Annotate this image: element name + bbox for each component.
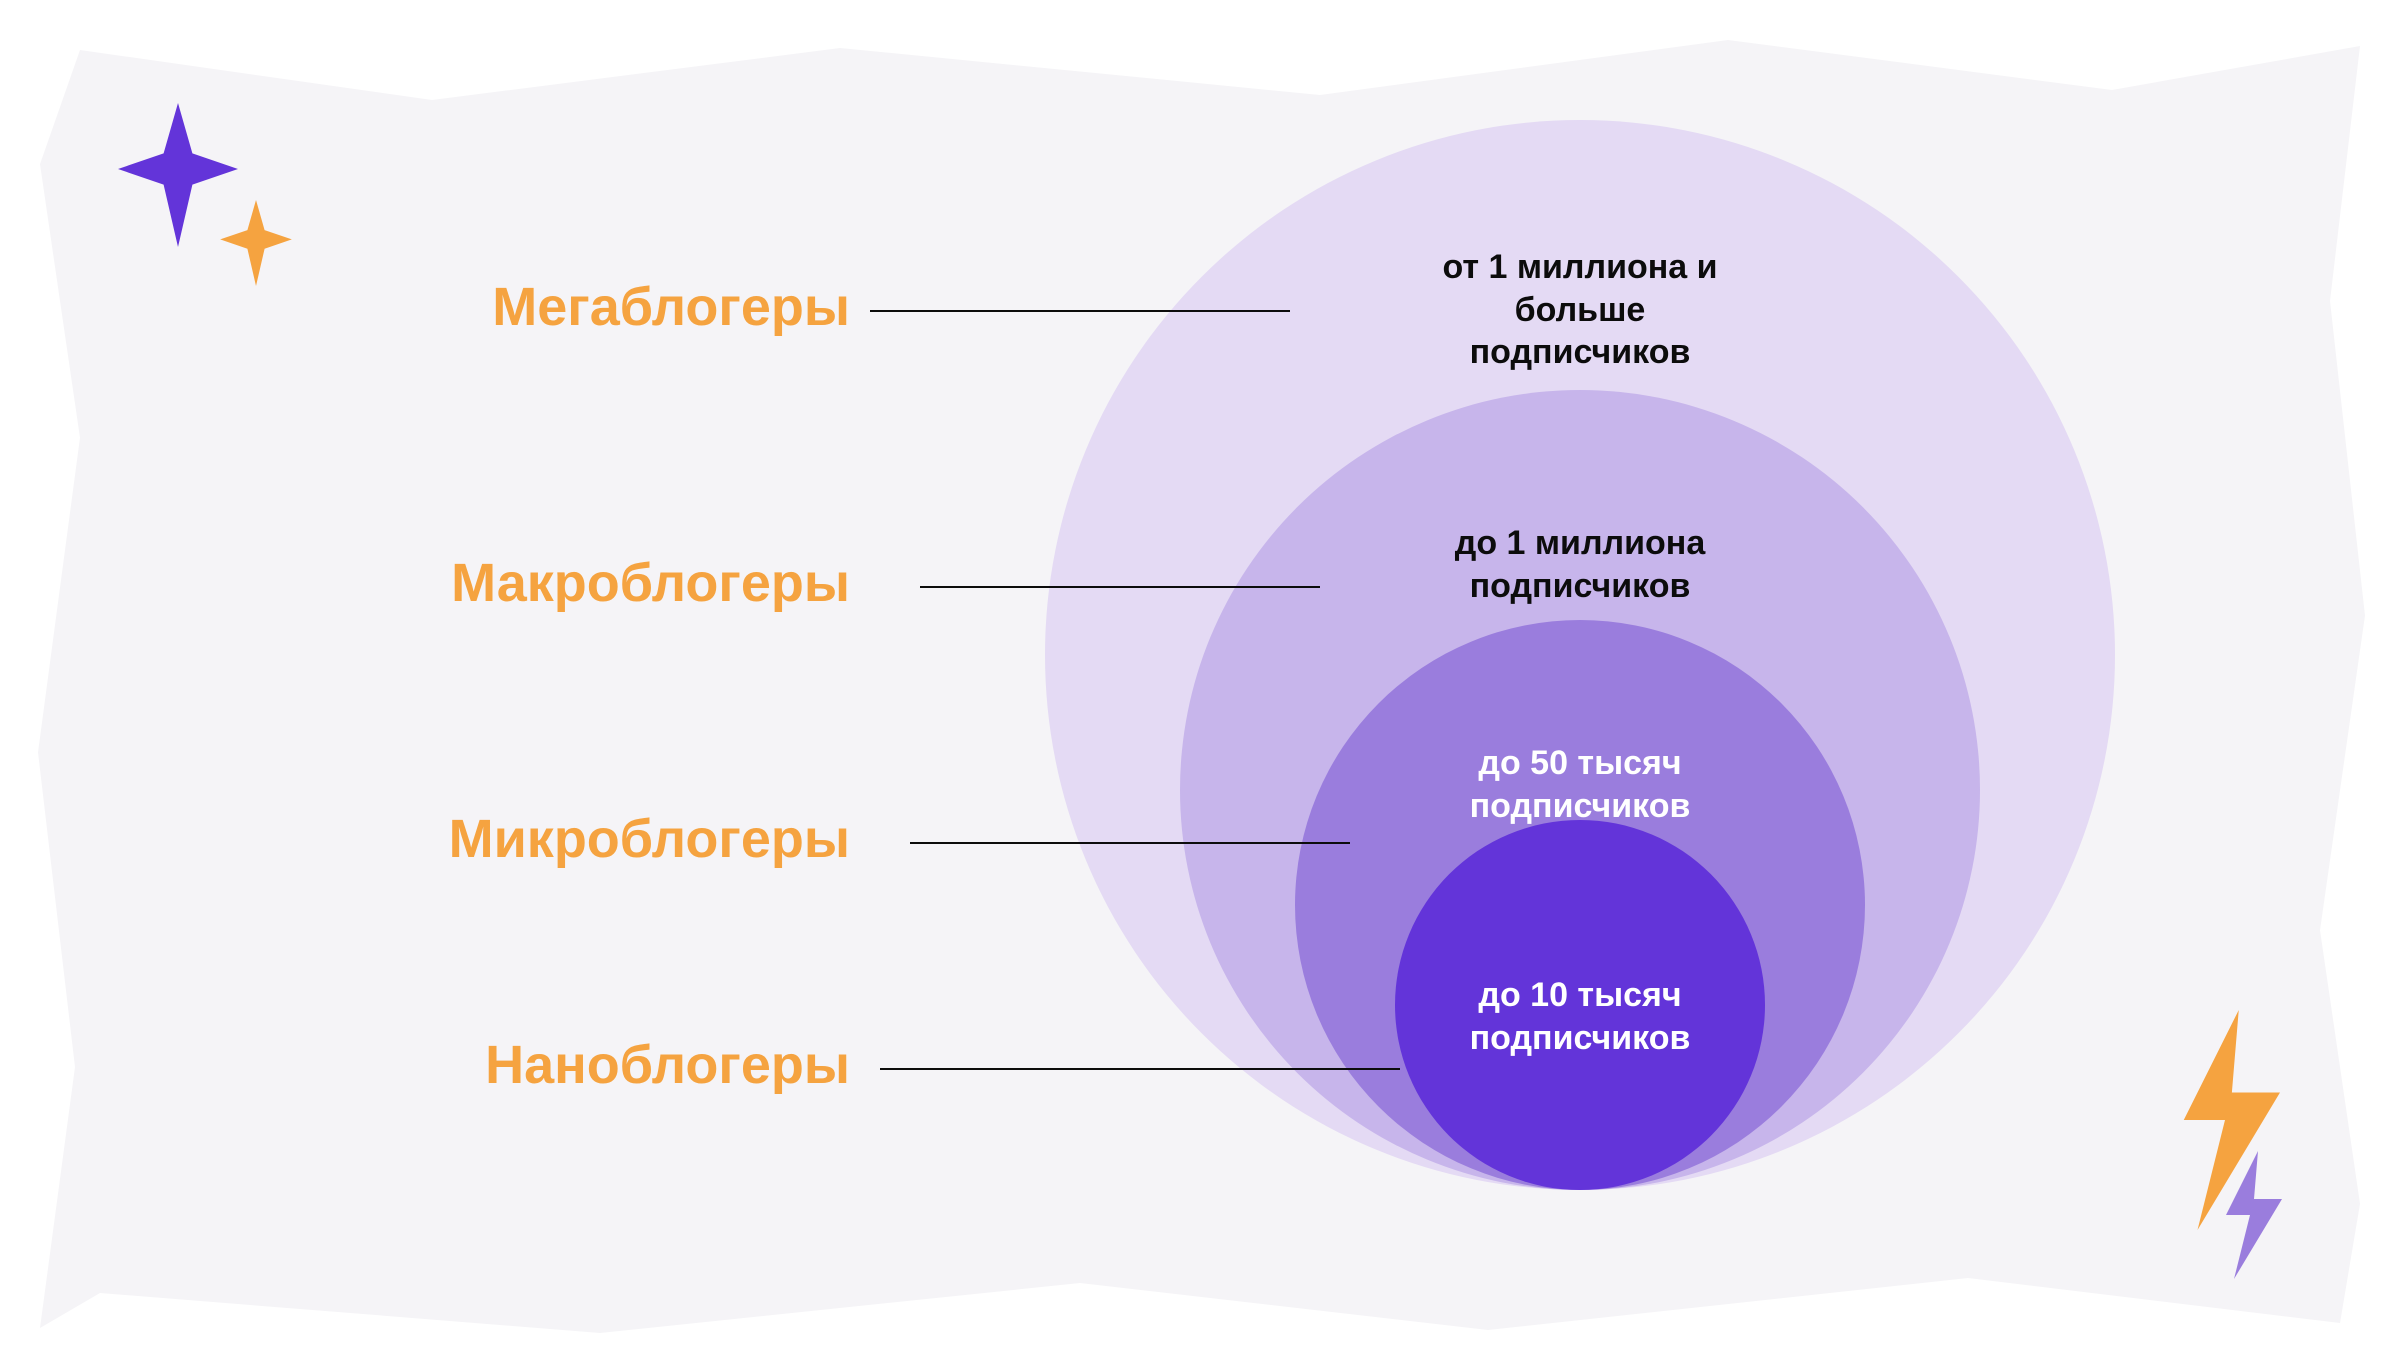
- sparkle-small-icon: [220, 200, 292, 286]
- value-macro: до 1 миллиона подписчиков: [1380, 522, 1780, 607]
- label-macro: Макроблогеры: [80, 552, 850, 614]
- connector-nano: [880, 1068, 1400, 1070]
- value-mega-line2: подписчиков: [1380, 331, 1780, 374]
- value-nano-line1: до 10 тысяч: [1478, 976, 1681, 1014]
- value-macro-line1: до 1 миллиона: [1455, 524, 1706, 562]
- value-nano: до 10 тысяч подписчиков: [1380, 974, 1780, 1059]
- connector-macro: [920, 586, 1320, 588]
- label-micro: Микроблогеры: [80, 808, 850, 870]
- value-micro: до 50 тысяч подписчиков: [1380, 742, 1780, 827]
- value-mega: от 1 миллиона и больше подписчиков: [1380, 246, 1780, 374]
- value-macro-line2: подписчиков: [1380, 565, 1780, 608]
- value-micro-line1: до 50 тысяч: [1478, 744, 1681, 782]
- infographic-canvas: Мегаблогеры Макроблогеры Микроблогеры На…: [0, 0, 2400, 1368]
- connector-micro: [910, 842, 1350, 844]
- value-mega-line1: от 1 миллиона и больше: [1442, 248, 1717, 329]
- bolt-small-icon: [2210, 1150, 2290, 1280]
- label-mega: Мегаблогеры: [80, 276, 850, 338]
- connector-mega: [870, 310, 1290, 312]
- value-micro-line2: подписчиков: [1380, 785, 1780, 828]
- value-nano-line2: подписчиков: [1380, 1017, 1780, 1060]
- label-nano: Наноблогеры: [80, 1034, 850, 1096]
